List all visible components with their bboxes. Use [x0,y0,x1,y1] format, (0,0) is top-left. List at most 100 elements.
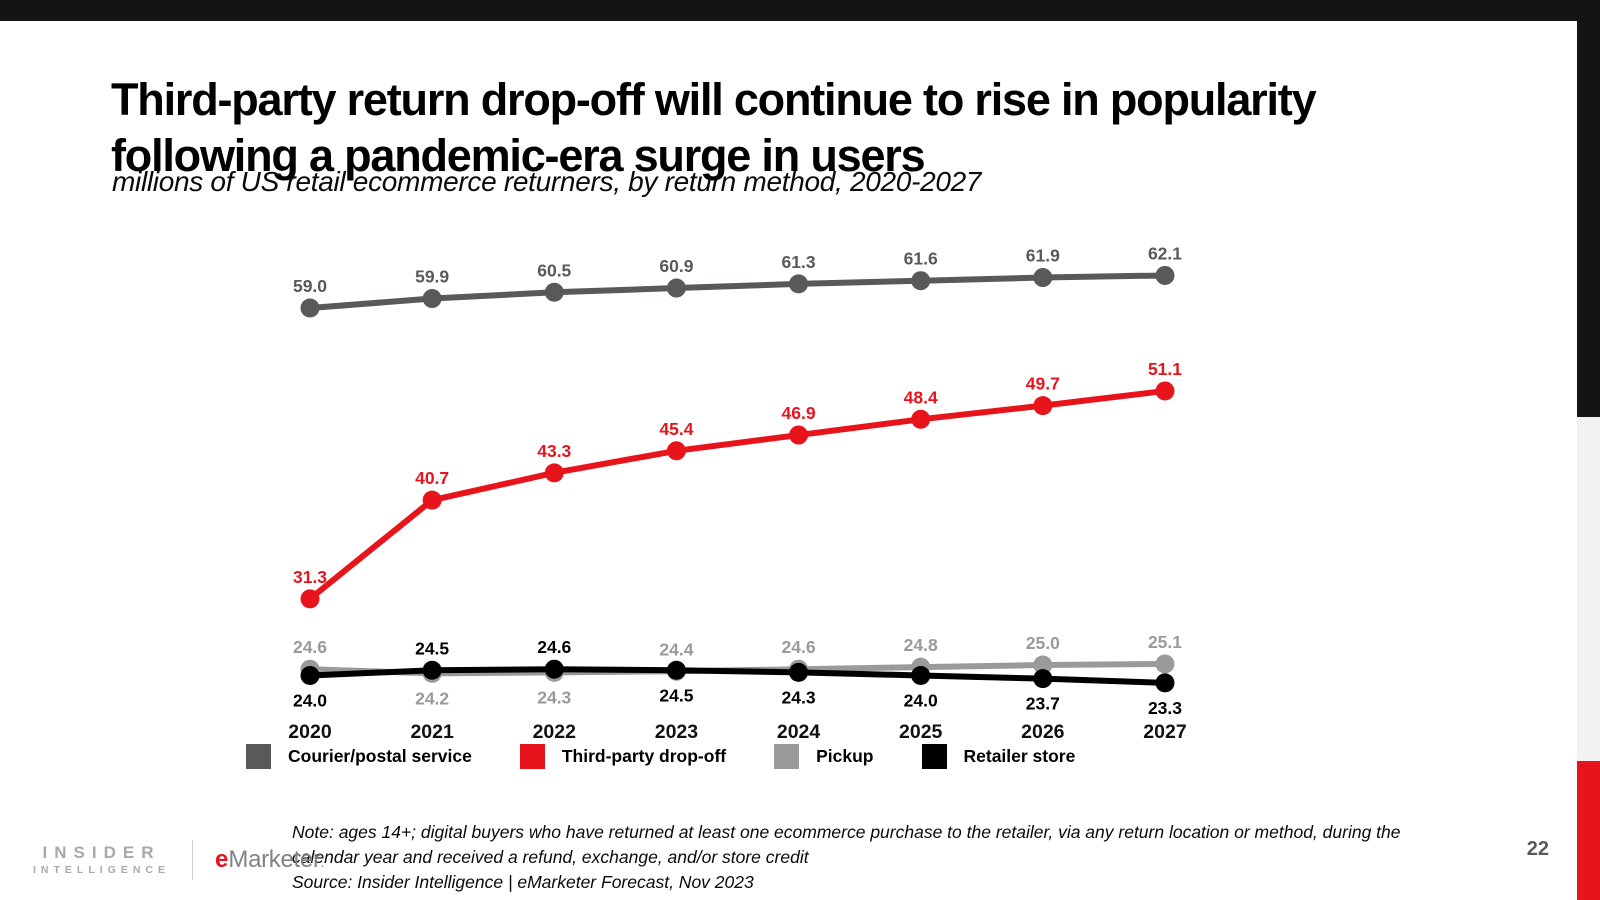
page-title: Third-party return drop-off will continu… [111,74,1317,182]
footnote-line: calendar year and received a refund, exc… [292,847,809,867]
legend-item: Retailer store [921,744,1076,769]
data-label-retailer-store: 23.3 [1148,698,1182,718]
legend-label: Pickup [816,746,874,766]
data-point-courier-postal-service [544,282,564,302]
insider-logo-text: INSIDER [42,842,161,862]
line-courier-postal-service [307,272,1168,311]
data-label-courier-postal-service: 59.9 [415,267,449,287]
intelligence-logo-text: INTELLIGENCE [33,863,171,876]
data-point-third-party-drop-off [1033,396,1053,416]
x-axis-label: 2025 [899,721,943,743]
x-axis-label: 2022 [533,721,577,743]
data-label-pickup: 25.0 [1026,633,1060,653]
x-axis-label: 2020 [288,721,332,743]
legend-swatch-icon [246,744,271,769]
data-point-third-party-drop-off [666,441,686,461]
emarketer-logo-mark: . [320,854,325,870]
data-label-courier-postal-service: 60.9 [659,256,693,276]
legend-item: Third-party drop-off [519,744,727,769]
data-point-third-party-drop-off [789,425,809,445]
top-accent-bar [0,0,1600,21]
data-point-retailer-store [666,660,686,680]
legend-swatch-icon [921,744,947,769]
data-label-third-party-drop-off: 43.3 [537,441,571,461]
data-point-third-party-drop-off [911,409,931,429]
chart-legend: Courier/postal service Third-party drop-o… [246,744,1075,769]
data-point-third-party-drop-off [422,490,442,510]
emarketer-logo-text: Marketer [228,846,321,873]
data-label-pickup: 25.1 [1148,632,1182,652]
data-label-third-party-drop-off: 49.7 [1026,374,1060,394]
data-point-third-party-drop-off [300,589,320,609]
data-point-pickup [422,663,442,683]
data-point-courier-postal-service [911,271,931,291]
data-label-retailer-store: 24.0 [904,691,938,711]
x-axis-label: 2023 [655,721,699,743]
legend-item: Courier/postal service [246,744,472,769]
data-label-retailer-store: 23.7 [1026,694,1060,714]
legend-swatch-icon [519,744,545,769]
data-label-pickup: 24.8 [904,635,938,655]
data-label-third-party-drop-off: 48.4 [904,387,938,407]
data-point-third-party-drop-off [1155,381,1175,401]
footnote-line: Note: ages 14+; digital buyers who have … [292,822,1401,842]
data-point-third-party-drop-off [544,463,564,483]
data-label-courier-postal-service: 59.0 [293,276,327,296]
legend-label: Third-party drop-off [561,746,727,766]
data-label-third-party-drop-off: 45.4 [659,419,693,439]
data-point-pickup [911,657,931,677]
x-axis-label: 2024 [777,721,821,743]
data-label-courier-postal-service: 60.5 [537,260,571,280]
insider-intelligence-logo: INSIDER INTELLIGENCE [33,842,171,876]
x-axis-label: 2026 [1021,721,1065,743]
data-label-courier-postal-service: 61.9 [1026,246,1060,266]
data-point-retailer-store [544,659,564,679]
data-point-courier-postal-service [666,278,686,298]
data-label-third-party-drop-off: 46.9 [782,403,816,423]
logo-divider [192,840,194,880]
data-label-pickup: 24.2 [415,688,449,708]
legend-swatch-icon [774,744,800,769]
data-label-courier-postal-service: 61.3 [782,252,816,272]
data-point-courier-postal-service [789,274,809,294]
data-point-pickup [789,659,809,679]
line-third-party-drop-off [307,387,1168,602]
legend-label: Courier/postal service [288,746,472,766]
data-point-retailer-store [300,666,320,685]
x-axis-label: 2027 [1143,721,1186,743]
footnote-block: Note: ages 14+; digital buyers who have … [292,820,1462,895]
data-label-retailer-store: 24.5 [659,685,693,705]
legend-item: Pickup [774,744,874,769]
footer-branding: INSIDER INTELLIGENCE eMarketer. [33,840,325,880]
data-point-courier-postal-service [1155,265,1175,285]
data-point-retailer-store [1033,669,1053,689]
line-retailer-store [307,666,1168,686]
data-label-retailer-store: 24.6 [537,637,571,657]
emarketer-logo-e: e [215,846,229,873]
data-label-third-party-drop-off: 51.1 [1148,359,1182,379]
data-point-retailer-store [422,660,442,680]
data-label-pickup: 24.4 [659,639,693,659]
source-line: Source: Insider Intelligence | eMarketer… [292,872,754,892]
right-edge-gray-bar [1577,417,1600,761]
data-point-pickup [1033,655,1053,675]
data-point-courier-postal-service [422,289,442,309]
line-pickup [307,660,1168,677]
data-label-retailer-store: 24.5 [415,638,449,658]
data-label-retailer-store: 24.0 [293,691,327,711]
legend-label: Retailer store [963,746,1076,766]
emarketer-logo: eMarketer. [215,848,325,872]
data-label-third-party-drop-off: 31.3 [293,567,327,587]
right-edge-black-bar [1577,0,1600,417]
data-point-pickup [1155,654,1175,674]
page-number: 22 [1526,838,1549,860]
data-point-courier-postal-service [300,298,320,318]
data-label-retailer-store: 24.3 [782,687,816,707]
data-point-pickup [300,659,320,679]
data-point-retailer-store [1155,673,1175,693]
data-point-pickup [544,662,564,682]
data-label-pickup: 24.6 [293,637,327,657]
data-point-pickup [666,661,686,681]
data-label-pickup: 24.3 [537,687,571,707]
x-axis-label: 2021 [410,721,454,743]
